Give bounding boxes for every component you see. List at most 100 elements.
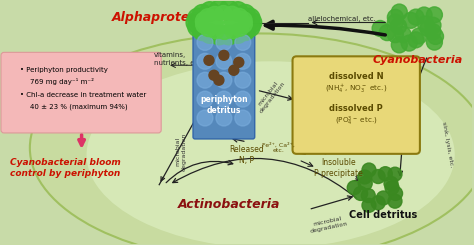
- Circle shape: [195, 12, 213, 30]
- Circle shape: [408, 32, 424, 48]
- Circle shape: [395, 27, 411, 43]
- Text: Cyanobacteria: Cyanobacteria: [373, 55, 463, 65]
- Circle shape: [361, 189, 375, 203]
- Circle shape: [216, 35, 232, 50]
- Circle shape: [235, 72, 251, 88]
- Circle shape: [204, 55, 214, 65]
- Circle shape: [379, 25, 395, 41]
- Circle shape: [420, 21, 436, 37]
- Circle shape: [347, 181, 361, 195]
- Circle shape: [188, 17, 208, 37]
- Text: • Periphyton productivity: • Periphyton productivity: [20, 67, 108, 73]
- FancyBboxPatch shape: [1, 52, 161, 133]
- Circle shape: [192, 4, 212, 24]
- Circle shape: [229, 65, 239, 75]
- Circle shape: [219, 25, 239, 45]
- Circle shape: [219, 50, 229, 60]
- Circle shape: [358, 170, 372, 184]
- Circle shape: [378, 167, 392, 181]
- FancyBboxPatch shape: [193, 30, 255, 139]
- Circle shape: [196, 15, 214, 33]
- Circle shape: [354, 186, 368, 200]
- Circle shape: [371, 196, 385, 210]
- Circle shape: [240, 8, 260, 28]
- Circle shape: [197, 35, 213, 50]
- Circle shape: [425, 24, 441, 40]
- Circle shape: [209, 25, 229, 45]
- Circle shape: [231, 18, 249, 36]
- Circle shape: [234, 12, 252, 29]
- Circle shape: [416, 7, 432, 23]
- Circle shape: [387, 9, 403, 25]
- Text: vitamins,
nutrients, etc: vitamins, nutrients, etc: [154, 52, 201, 66]
- Circle shape: [224, 21, 242, 38]
- Circle shape: [242, 12, 262, 32]
- Circle shape: [389, 186, 402, 200]
- Text: Fe²⁺, Ca²⁺,
etc.: Fe²⁺, Ca²⁺, etc.: [262, 142, 295, 153]
- Circle shape: [418, 16, 433, 32]
- Circle shape: [362, 163, 376, 177]
- Ellipse shape: [30, 34, 474, 245]
- Text: Cell detritus: Cell detritus: [349, 209, 417, 220]
- Text: microbial
degradation: microbial degradation: [255, 77, 287, 114]
- Circle shape: [199, 9, 217, 27]
- Circle shape: [206, 6, 224, 24]
- Circle shape: [362, 198, 376, 212]
- Circle shape: [216, 91, 232, 107]
- Circle shape: [372, 21, 388, 37]
- Text: periphyton
detritus: periphyton detritus: [200, 95, 248, 115]
- Circle shape: [223, 6, 241, 24]
- Circle shape: [197, 72, 213, 88]
- Circle shape: [200, 19, 218, 37]
- Circle shape: [371, 170, 385, 184]
- Text: allelochemical, etc.: allelochemical, etc.: [309, 15, 376, 22]
- Text: microbial
degradation: microbial degradation: [176, 133, 186, 171]
- Text: 769 mg day⁻¹ m⁻²: 769 mg day⁻¹ m⁻²: [30, 78, 94, 85]
- Text: Insoluble
P precipitate: Insoluble P precipitate: [314, 158, 363, 178]
- Circle shape: [234, 57, 244, 67]
- Text: (NH$_4^+$, NO$_3^-$ etc.): (NH$_4^+$, NO$_3^-$ etc.): [325, 83, 387, 96]
- Circle shape: [216, 110, 232, 126]
- Circle shape: [391, 18, 407, 34]
- Circle shape: [428, 28, 444, 44]
- Circle shape: [235, 91, 251, 107]
- Circle shape: [358, 176, 372, 190]
- Text: dissolved P: dissolved P: [329, 104, 383, 113]
- Circle shape: [214, 75, 224, 85]
- Circle shape: [192, 21, 212, 40]
- Text: (PO$_4^{3-}$ etc.): (PO$_4^{3-}$ etc.): [335, 115, 378, 128]
- Text: Released
N, P: Released N, P: [229, 145, 264, 165]
- Circle shape: [200, 2, 220, 22]
- Circle shape: [235, 15, 252, 33]
- Circle shape: [388, 194, 402, 208]
- Circle shape: [387, 27, 403, 43]
- Circle shape: [392, 4, 407, 20]
- Circle shape: [207, 21, 225, 39]
- Text: sink, lysis, etc.: sink, lysis, etc.: [441, 122, 454, 168]
- Circle shape: [235, 53, 251, 69]
- Circle shape: [235, 110, 251, 126]
- Circle shape: [388, 167, 402, 181]
- Circle shape: [216, 72, 232, 88]
- Circle shape: [376, 191, 391, 205]
- Circle shape: [209, 70, 219, 80]
- Circle shape: [408, 9, 424, 25]
- Circle shape: [240, 17, 260, 37]
- Circle shape: [219, 0, 239, 20]
- Circle shape: [214, 6, 232, 24]
- Circle shape: [403, 12, 419, 28]
- Circle shape: [188, 8, 208, 28]
- Circle shape: [197, 110, 213, 126]
- Circle shape: [235, 4, 255, 24]
- Circle shape: [216, 53, 232, 69]
- Circle shape: [197, 53, 213, 69]
- Circle shape: [209, 0, 229, 20]
- Circle shape: [197, 91, 213, 107]
- FancyBboxPatch shape: [292, 56, 420, 154]
- Text: • Chl-a decrease in treatment water: • Chl-a decrease in treatment water: [20, 92, 146, 98]
- Text: Cyanobacterial bloom
control by periphyton: Cyanobacterial bloom control by periphyt…: [10, 158, 121, 178]
- Circle shape: [392, 37, 407, 53]
- Circle shape: [228, 24, 248, 43]
- Circle shape: [235, 35, 251, 50]
- Circle shape: [215, 22, 233, 39]
